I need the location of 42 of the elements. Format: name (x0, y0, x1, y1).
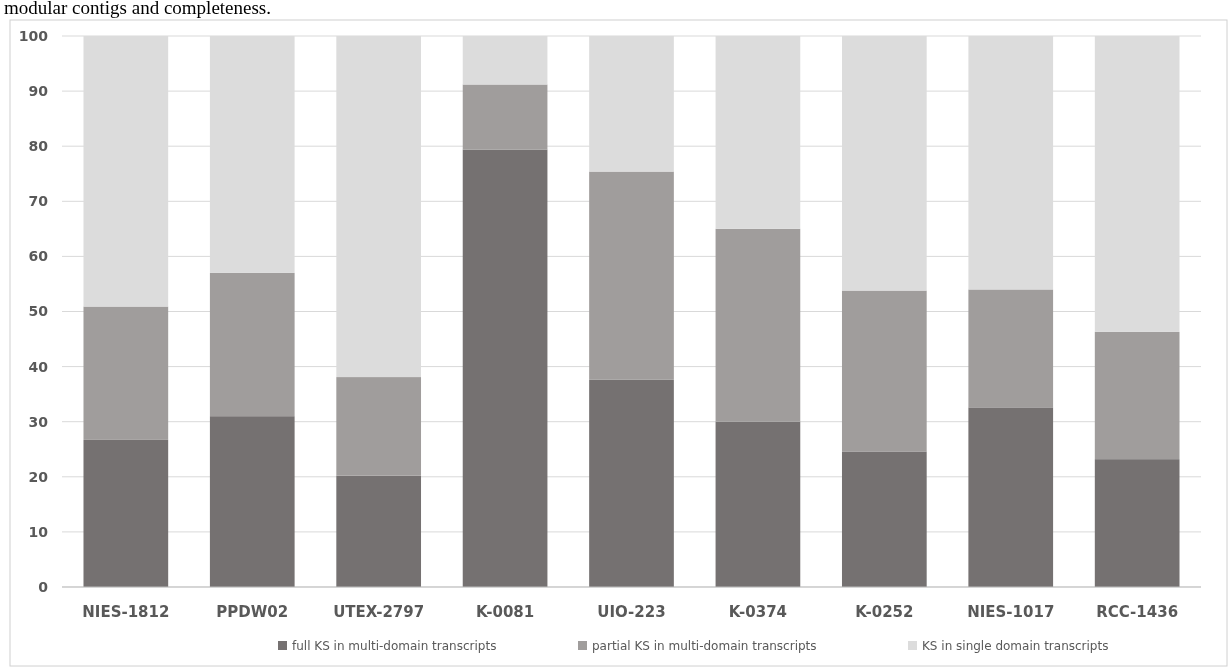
x-tick-label: K-0374 (728, 603, 788, 621)
legend-label: KS in single domain transcripts (922, 639, 1109, 653)
y-tick-label: 80 (28, 138, 49, 155)
y-tick-label: 70 (28, 193, 49, 210)
y-tick-label: 0 (38, 578, 49, 595)
bar (1094, 331, 1180, 460)
x-tick-label: UIO-223 (597, 603, 666, 621)
bar (462, 149, 548, 587)
y-tick-label: 100 (18, 27, 49, 44)
bar (336, 475, 422, 587)
x-tick-label: RCC-1436 (1096, 603, 1179, 621)
x-tick-label: NIES-1812 (82, 603, 170, 621)
y-tick-label: 30 (28, 413, 49, 430)
y-tick-label: 40 (28, 358, 49, 375)
y-tick-label: 50 (28, 303, 49, 320)
x-tick-label: K-0081 (475, 603, 535, 621)
bar (336, 377, 422, 476)
y-tick-label: 20 (28, 468, 49, 485)
x-tick-label: NIES-1017 (967, 603, 1055, 621)
bar (841, 290, 927, 452)
legend-label: partial KS in multi-domain transcripts (592, 639, 817, 653)
bar (589, 171, 674, 380)
y-tick-label: 60 (28, 248, 49, 265)
bar (841, 451, 927, 587)
bar (715, 421, 801, 587)
x-tick-label: PPDW02 (216, 603, 289, 621)
x-tick-label: UTEX-2797 (333, 603, 425, 621)
bar (209, 272, 295, 417)
legend-label: full KS in multi-domain transcripts (292, 639, 497, 653)
bar (715, 228, 801, 422)
bar (968, 407, 1054, 587)
text: modular contigs and completeness. (4, 0, 271, 18)
bar (83, 306, 169, 440)
y-tick-label: 10 (28, 523, 49, 540)
bar (1094, 459, 1180, 587)
y-tick-label: 90 (28, 83, 49, 99)
x-tick-label: K-0252 (855, 603, 914, 621)
bar (209, 416, 295, 587)
bar (462, 84, 548, 150)
bar (83, 439, 169, 587)
bar (589, 379, 674, 587)
bar (968, 289, 1054, 408)
